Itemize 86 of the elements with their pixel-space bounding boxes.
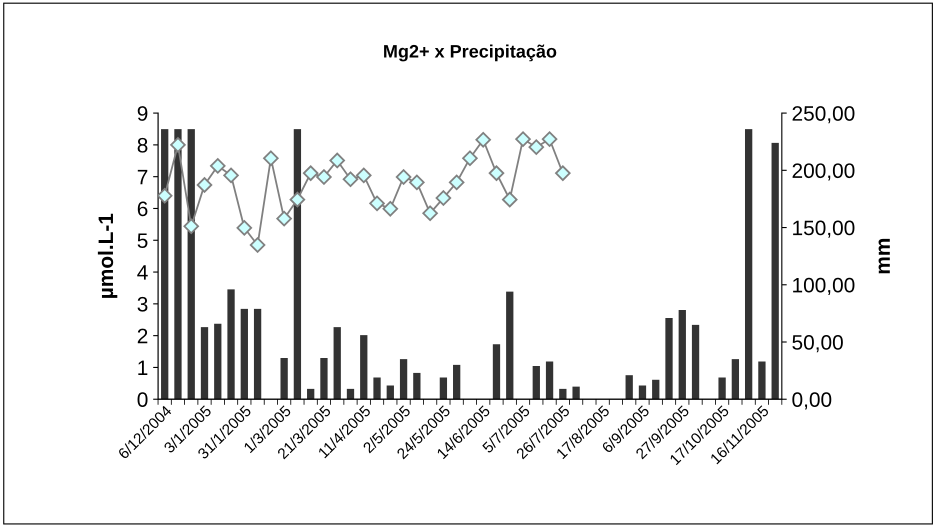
point [369, 196, 385, 212]
y2-tick-label: 0,00 [792, 392, 832, 410]
point [422, 205, 438, 222]
bar [334, 327, 341, 400]
bar [678, 310, 686, 400]
bar [532, 366, 540, 400]
point [302, 165, 318, 181]
bar [400, 359, 408, 400]
y-axis-title: µmol.L-1 [98, 214, 118, 298]
bar [200, 327, 208, 400]
y-tick-label: 4 [137, 265, 148, 280]
bar [559, 388, 566, 400]
point [409, 174, 425, 190]
y2-tick-label: 200,00 [792, 163, 854, 181]
point [448, 174, 464, 190]
y-tick-label: 5 [138, 233, 148, 248]
bar [360, 335, 368, 400]
bar [506, 292, 514, 400]
point [236, 220, 252, 236]
point [329, 152, 345, 168]
bar [240, 308, 248, 400]
y2-tick-label: 50,00 [792, 335, 843, 352]
y-tick-label: 3 [138, 296, 148, 312]
bar [638, 386, 646, 400]
y-tick-label: 2 [138, 328, 148, 344]
bar [307, 388, 314, 400]
point [542, 131, 558, 147]
point [396, 169, 412, 185]
bar [665, 318, 673, 400]
point [210, 158, 226, 174]
point [436, 190, 452, 206]
point [263, 150, 279, 166]
y2-axis-title: mm [878, 238, 890, 274]
bar [772, 142, 779, 400]
bar [386, 386, 394, 400]
y-tick-label: 6 [138, 201, 148, 216]
bar [626, 375, 633, 400]
point [196, 177, 212, 193]
y-tick-label: 9 [138, 106, 148, 121]
y2-tick-label: 250,00 [792, 106, 854, 124]
point [183, 218, 200, 234]
y-tick-label: 0 [138, 392, 148, 407]
bar [732, 359, 740, 400]
y-tick-label: 1 [138, 360, 148, 375]
point [515, 131, 531, 147]
point [488, 165, 504, 181]
point [502, 192, 518, 208]
bar [572, 386, 580, 400]
bar [440, 377, 448, 400]
point [555, 165, 571, 181]
bar [652, 380, 660, 400]
bar [294, 129, 302, 400]
bar [692, 324, 700, 400]
bar [413, 372, 420, 400]
bar [492, 344, 500, 400]
point [158, 188, 172, 204]
bar [254, 308, 262, 400]
point [290, 192, 306, 208]
bar [161, 129, 168, 400]
point [382, 201, 398, 217]
point [356, 168, 372, 184]
bar [744, 129, 752, 400]
point [276, 210, 292, 226]
point [528, 139, 544, 155]
point [342, 171, 358, 187]
bar [214, 324, 222, 400]
bar [188, 129, 195, 400]
point [223, 168, 239, 184]
y2-tick-label: 100,00 [793, 278, 854, 295]
point [250, 237, 266, 253]
y-tick-label: 8 [138, 138, 148, 153]
bar [280, 358, 288, 400]
y2-tick-label: 150,00 [793, 220, 854, 238]
point [462, 150, 478, 166]
bar [758, 361, 766, 400]
point [316, 169, 332, 185]
bar [227, 289, 235, 400]
bar [718, 377, 726, 400]
bar [373, 377, 381, 400]
chart-title: Mg2+ x Precipitação [384, 44, 556, 62]
point [475, 132, 491, 148]
bar [546, 361, 554, 400]
point [170, 137, 186, 153]
bar [320, 358, 328, 400]
bar [453, 364, 460, 400]
y-tick-label: 7 [138, 170, 148, 184]
